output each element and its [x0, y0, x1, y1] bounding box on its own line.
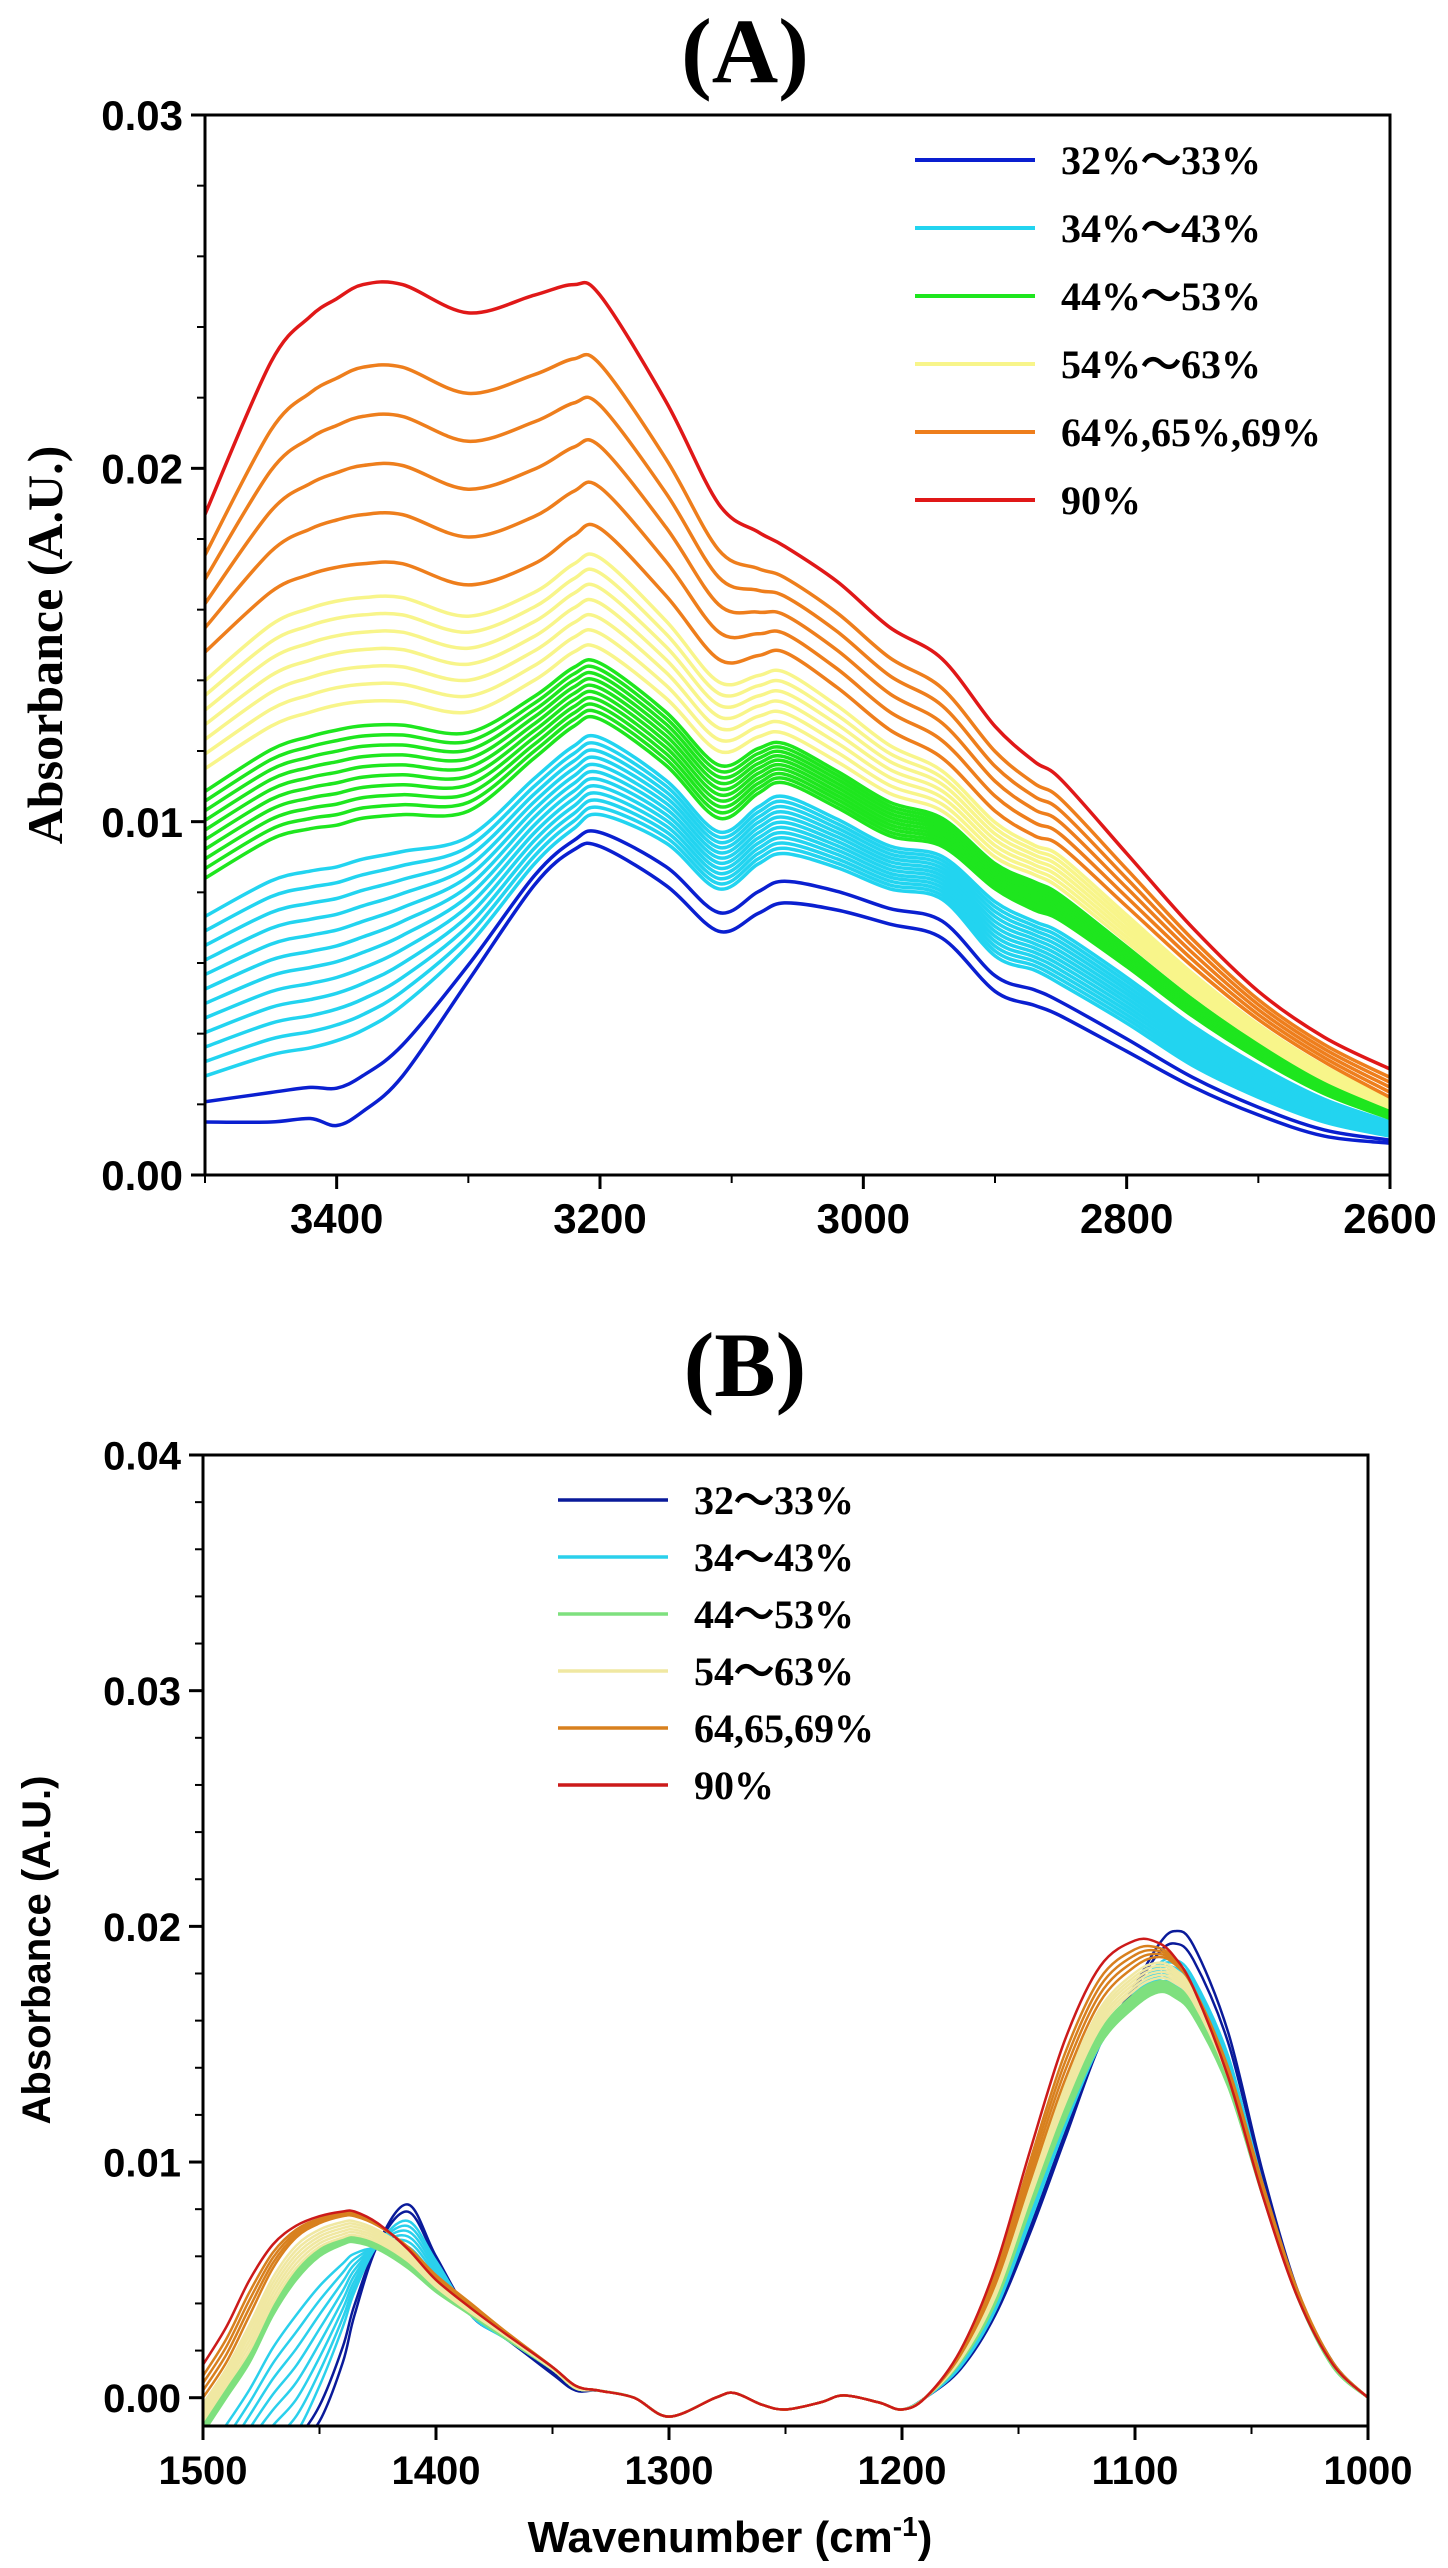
y-tick-label: 0.01: [103, 2141, 181, 2185]
legend-label: 44%～53%: [1061, 274, 1261, 319]
x-tick-label: 2600: [1343, 1195, 1436, 1242]
panel-b-ticks: 0.00 0.01 0.02 0.03 0.04 1500 1400 1300 1200 1100…: [103, 1434, 1412, 2493]
panel-b-series-line: [305, 1942, 1368, 2426]
y-tick-label: 0.01: [101, 799, 183, 846]
panel-b-series-line: [203, 1967, 1368, 2418]
legend-label: 32%～33%: [1061, 138, 1261, 183]
panel-a-series-line: [205, 812, 1390, 1138]
y-tick-label: 0.02: [103, 1906, 181, 1950]
panel-b-series-line: [203, 1961, 1368, 2418]
panel-b-series-line: [203, 1970, 1368, 2418]
panel-a-series-line: [205, 741, 1390, 1125]
x-tick-label: 1300: [625, 2449, 714, 2493]
y-tick-label: 0.02: [101, 445, 183, 492]
x-tick-label: 3400: [290, 1195, 383, 1242]
panel-a-series-line: [205, 733, 1390, 1124]
panel-b-series-line: [203, 1955, 1368, 2418]
y-tick-label: 0.00: [103, 2377, 181, 2421]
panel-a-series-line: [205, 437, 1390, 1090]
panel-a-series-line: [205, 769, 1390, 1131]
x-axis-label-close: ): [918, 2513, 933, 2562]
panel-a-series-line: [205, 628, 1390, 1109]
legend-label: 32～33%: [694, 1478, 854, 1523]
x-tick-label: 1100: [1092, 2449, 1179, 2493]
panel-a-series-line: [205, 658, 1390, 1112]
panel-a-series-line: [205, 522, 1390, 1100]
legend-label: 44～53%: [694, 1592, 854, 1637]
panel-b-series-line: [203, 1982, 1368, 2426]
x-tick-label: 3200: [553, 1195, 646, 1242]
panel-a-series-line: [205, 784, 1390, 1133]
legend-label: 64%,65%,69%: [1061, 410, 1321, 455]
panel-b-series-line: [203, 1964, 1368, 2418]
legend-label: 90%: [694, 1763, 774, 1808]
panel-a-series-line: [205, 748, 1390, 1127]
panel-a-legend: 32%～33% 34%～43% 44%～53% 54%～63% 64%,65%,69% 9…: [915, 138, 1321, 523]
panel-a-plot-frame: [203, 113, 1392, 1177]
panel-a-series-line: [205, 612, 1390, 1107]
panel-a-curves: [205, 280, 1390, 1145]
legend-label: 54～63%: [694, 1649, 854, 1694]
panel-b-series-line: [203, 1952, 1368, 2418]
y-tick-label: 0.03: [103, 1670, 181, 1714]
x-tick-label: 1000: [1324, 2449, 1413, 2493]
panel-a-series-line: [205, 755, 1390, 1128]
legend-label: 64,65,69%: [694, 1706, 874, 1751]
panel-b-y-axis-label: Absorbance (A.U.): [15, 1776, 59, 2125]
panel-a-ticks: 0.00 0.01 0.02 0.03 3400 3200 3000 2800 2600: [101, 92, 1436, 1242]
panel-a: (A) 0.00 0.01 0.02 0.03 3400 3200 3000 2800 2600…: [17, 0, 1437, 1242]
panel-a-series-line: [205, 280, 1390, 1071]
panel-b-title: (B): [684, 1314, 807, 1416]
panel-a-series-line: [205, 597, 1390, 1106]
panel-b-series-line: [203, 1948, 1368, 2418]
panel-a-series-line: [205, 395, 1390, 1085]
x-tick-label: 3000: [817, 1195, 910, 1242]
panel-a-series-line: [205, 567, 1390, 1103]
panel-a-series-line: [205, 829, 1390, 1142]
panel-b-series-line: [203, 1976, 1368, 2423]
x-tick-label: 1500: [159, 2449, 248, 2493]
panel-b-legend: 32～33% 34～43% 44～53% 54～63% 64,65,69% 90%: [558, 1478, 874, 1808]
panel-a-series-line: [205, 352, 1390, 1080]
panel-a-y-axis-label: Absorbance (A.U.): [17, 446, 73, 845]
panel-b-series-line: [203, 1973, 1368, 2420]
x-tick-label: 1200: [858, 2449, 947, 2493]
panel-a-series-line: [205, 805, 1390, 1137]
x-axis-label-text: Wavenumber (cm: [528, 2513, 893, 2562]
panel-a-series-line: [205, 552, 1390, 1102]
panel-a-title: (A): [681, 0, 809, 102]
legend-label: 90%: [1061, 478, 1141, 523]
panel-a-series-line: [205, 643, 1390, 1110]
panel-b-curves: [203, 1929, 1368, 2426]
panel-b: (B) 0.00 0.01 0.02 0.03 0.04 1500 1400 1300 1200…: [15, 1314, 1412, 2562]
panel-b-series-line: [203, 1937, 1368, 2418]
y-tick-label: 0.00: [101, 1152, 183, 1199]
y-tick-label: 0.03: [101, 92, 183, 139]
panel-a-series-line: [205, 776, 1390, 1132]
panel-b-series-line: [205, 1989, 1368, 2426]
panel-a-series-line: [205, 582, 1390, 1105]
panel-a-series-line: [205, 480, 1390, 1095]
legend-label: 34～43%: [694, 1535, 854, 1580]
x-tick-label: 1400: [392, 2449, 481, 2493]
y-tick-label: 0.04: [103, 1434, 182, 1478]
panel-b-series-line: [204, 1987, 1368, 2426]
panel-a-series-line: [205, 791, 1390, 1134]
panel-a-series-line: [205, 798, 1390, 1136]
panel-b-series-line: [206, 1990, 1368, 2426]
panel-b-series-line: [223, 1983, 1368, 2426]
legend-label: 34%～43%: [1061, 206, 1261, 251]
x-tick-label: 2800: [1080, 1195, 1173, 1242]
panel-b-series-line: [203, 1979, 1368, 2426]
legend-label: 54%～63%: [1061, 342, 1261, 387]
panel-b-series-line: [203, 1986, 1368, 2426]
panel-b-series-line: [203, 1984, 1368, 2426]
panel-a-series-line: [205, 762, 1390, 1129]
x-axis-label-superscript: -1: [893, 2511, 918, 2542]
panel-b-x-axis-label: Wavenumber (cm-1): [528, 2511, 933, 2562]
panel-b-series-line: [203, 1981, 1368, 2426]
panel-a-series-line: [205, 841, 1390, 1145]
